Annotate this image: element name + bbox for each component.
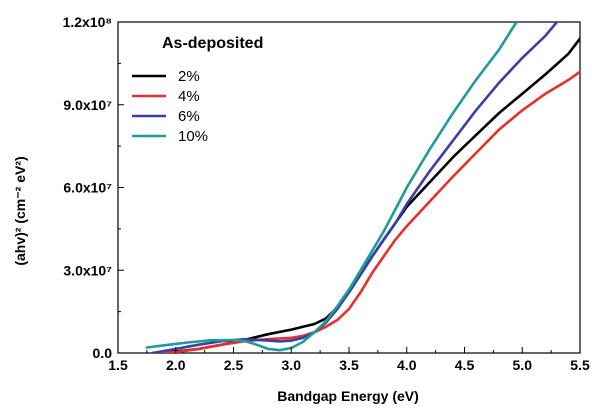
- x-tick-label: 5.0: [513, 357, 533, 373]
- series-line-10pct: [145, 22, 518, 352]
- legend: As-deposited 2% 4% 6% 10%: [132, 35, 263, 145]
- legend-label-2pct: 2%: [178, 68, 200, 85]
- y-tick-label: 1.2x10⁸: [63, 14, 112, 30]
- y-tick-label: 6.0x10⁷: [63, 180, 112, 196]
- x-tick-label: 4.0: [397, 357, 417, 373]
- y-axis-title: (ahv)² (cm⁻² eV²): [12, 156, 28, 265]
- x-tick-label: 3.5: [339, 357, 359, 373]
- y-tick-label: 0.0: [93, 345, 113, 361]
- x-tick-label: 5.5: [570, 357, 590, 373]
- series-line-4pct: [151, 70, 580, 353]
- x-tick-label: 1.5: [108, 357, 128, 373]
- y-tick-label: 9.0x10⁷: [63, 97, 112, 113]
- x-tick-label: 2.0: [166, 357, 186, 373]
- x-tick-label: 2.5: [224, 357, 244, 373]
- x-axis: 1.5 2.0 2.5 3.0 3.5 4.0 4.5 5.0 5.5: [108, 347, 590, 373]
- x-tick-label: 4.5: [455, 357, 475, 373]
- legend-label-6pct: 6%: [178, 108, 200, 125]
- y-tick-label: 3.0x10⁷: [63, 262, 112, 278]
- legend-label-4pct: 4%: [178, 88, 200, 105]
- x-axis-title: Bandgap Energy (eV): [277, 388, 419, 404]
- legend-label-10pct: 10%: [178, 128, 208, 145]
- series-lines: [145, 22, 580, 353]
- series-line-2pct: [151, 37, 580, 353]
- legend-title: As-deposited: [162, 35, 263, 52]
- x-tick-label: 3.0: [282, 357, 302, 373]
- series-line-6pct: [151, 22, 559, 353]
- y-axis: 0.0 3.0x10⁷ 6.0x10⁷ 9.0x10⁷ 1.2x10⁸: [63, 14, 124, 361]
